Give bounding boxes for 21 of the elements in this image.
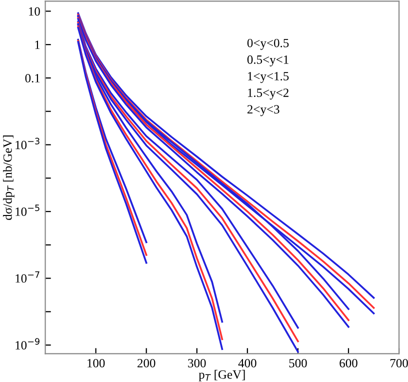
x-tick-label: 500 <box>289 358 307 368</box>
y-tick-label: 10$^{−5}$ <box>16 204 40 216</box>
y-tick-label: 1 <box>35 40 40 49</box>
annotation: 1.5<y<2 <box>248 88 288 100</box>
y-axis-title: dσ/dp$_{T}$ [nb/GeV] <box>3 136 14 220</box>
y-tick-label: 10$^{−3}$ <box>16 138 40 150</box>
y-tick-label: 10$^{−9}$ <box>16 338 40 350</box>
y-tick-label: 0.1 <box>25 74 40 82</box>
annotation: 2<y<3 <box>247 105 280 116</box>
x-tick-label: 100 <box>88 358 105 368</box>
x-tick-label: 300 <box>188 358 206 368</box>
x-tick-label: 700 <box>390 358 408 368</box>
annotation: 0<y<0.5 <box>247 38 289 50</box>
x-tick-label: 600 <box>340 358 358 368</box>
x-axis-title: p$_{T}$ [GeV] <box>198 370 245 382</box>
x-tick-label: 400 <box>238 358 256 368</box>
y-tick-label: 10 <box>29 7 40 16</box>
y-tick-label: 10$^{−7}$ <box>16 271 40 283</box>
annotation: 0.5<y<1 <box>247 55 288 66</box>
annotation: 1<y<1.5 <box>248 72 289 83</box>
x-tick-label: 200 <box>138 358 156 368</box>
